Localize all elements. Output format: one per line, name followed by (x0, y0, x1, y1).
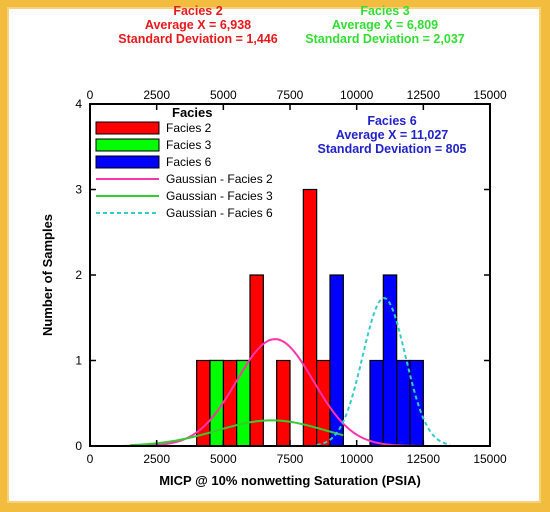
y-tick-label: 1 (75, 354, 82, 368)
x-tick-label: 7500 (277, 452, 304, 466)
facies2-stats-title: Facies 2 (173, 4, 223, 18)
facies2-stats-sd: Standard Deviation = 1,446 (118, 32, 278, 46)
y-tick-label: 3 (75, 183, 82, 197)
x-axis-label: MICP @ 10% nonwetting Saturation (PSIA) (159, 473, 421, 488)
top-x-tick-label: 2500 (143, 88, 170, 102)
legend-swatch-facies-6 (95, 155, 160, 169)
bar-layer (196, 188, 424, 447)
top-x-tick-label: 12500 (407, 88, 441, 102)
facies2-stats-average: Average X = 6,938 (144, 18, 252, 32)
legend-label-gaussian-facies-3: Gaussian - Facies 3 (166, 189, 273, 203)
y-tick-label: 0 (75, 439, 82, 453)
legend-swatch-facies-3 (95, 138, 160, 152)
facies3-stats-title: Facies 3 (360, 4, 410, 18)
bar-facies-3 (209, 359, 224, 447)
facies2-stats: Facies 2 Average X = 6,938 Standard Devi… (103, 4, 293, 46)
x-tick-label: 2500 (143, 452, 170, 466)
y-tick-label: 2 (75, 268, 82, 282)
y-axis-label: Number of Samples (40, 214, 55, 336)
curve-gaussian-facies-3 (130, 419, 344, 447)
top-x-tick-label: 15000 (473, 88, 507, 102)
legend: Facies Facies 2 Facies 3 Facies 6 Gaussian … (95, 105, 273, 220)
bar-facies-3 (236, 359, 251, 447)
legend-label-gaussian-facies-2: Gaussian - Facies 2 (166, 172, 273, 186)
facies3-stats-sd: Standard Deviation = 2,037 (305, 32, 465, 46)
facies6-stats-sd: Standard Deviation = 805 (317, 142, 467, 156)
bar-facies-6 (369, 359, 384, 447)
top-x-tick-label: 5000 (210, 88, 237, 102)
bar-facies-2 (302, 188, 318, 447)
facies3-stats: Facies 3 Average X = 6,809 Standard Devi… (285, 4, 485, 46)
legend-label-facies-3: Facies 3 (166, 138, 212, 152)
top-x-tick-label: 10000 (340, 88, 374, 102)
x-tick-label: 0 (87, 452, 94, 466)
facies3-stats-average: Average X = 6,809 (331, 18, 439, 32)
top-x-tick-label: 7500 (277, 88, 304, 102)
legend-label-facies-2: Facies 2 (166, 121, 212, 135)
facies6-stats: Facies 6 Average X = 11,027 Standard Dev… (296, 114, 488, 156)
legend-swatch-facies-2 (95, 121, 160, 135)
bar-facies-2 (222, 359, 238, 447)
bar-facies-6 (382, 274, 398, 447)
x-tick-label: 12500 (407, 452, 441, 466)
x-tick-label: 10000 (340, 452, 374, 466)
bar-facies-2 (276, 359, 291, 447)
facies6-stats-title: Facies 6 (367, 114, 417, 128)
x-tick-label: 15000 (473, 452, 507, 466)
legend-title: Facies (172, 105, 212, 120)
x-tick-label: 5000 (210, 452, 237, 466)
curve-gaussian-facies-6 (316, 297, 451, 446)
bar-facies-6 (409, 359, 424, 447)
facies6-stats-average: Average X = 11,027 (335, 128, 449, 142)
y-tick-label: 4 (75, 97, 82, 111)
legend-label-gaussian-facies-6: Gaussian - Facies 6 (166, 206, 273, 220)
bar-facies-6 (396, 359, 411, 447)
tick-layer: 0 2500 5000 7500 10000 12500 15000 0 2500 5000 750… (75, 88, 507, 466)
legend-label-facies-6: Facies 6 (166, 155, 212, 169)
top-x-tick-label: 0 (87, 88, 94, 102)
